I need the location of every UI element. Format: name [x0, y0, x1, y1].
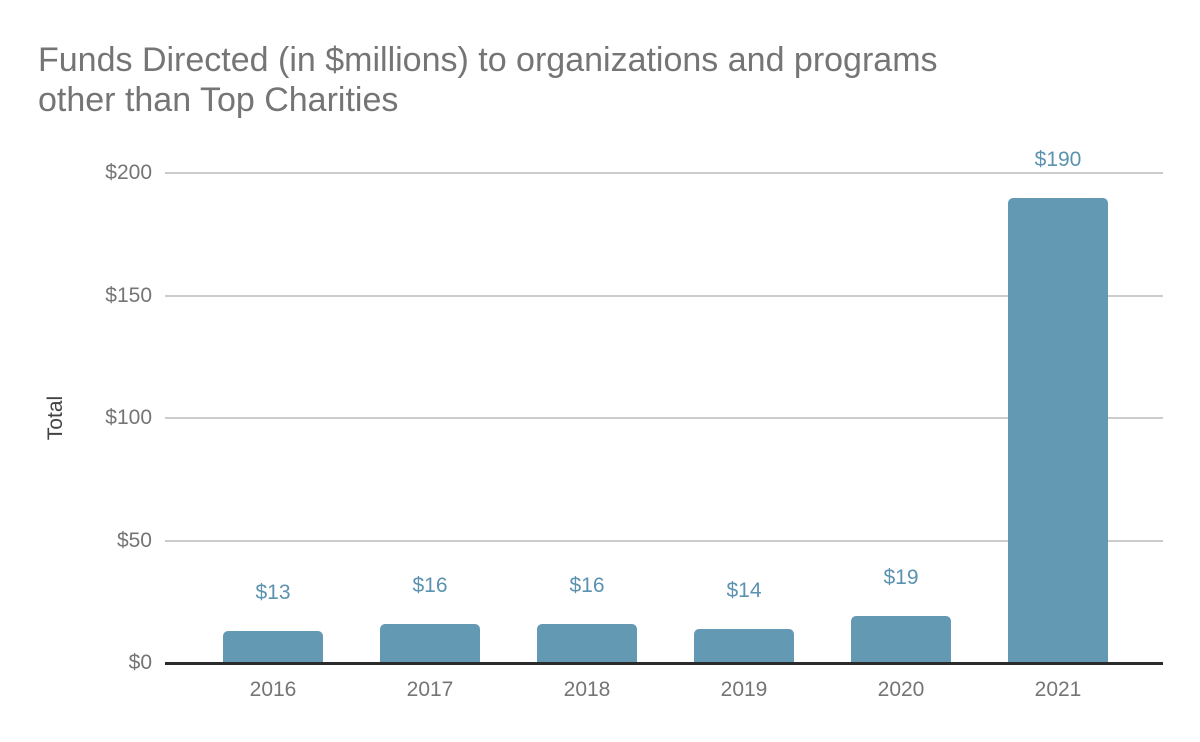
bar-value-label-2020: $19: [883, 566, 919, 590]
y-tick-label-4: $200: [105, 161, 152, 184]
bar-value-label-2018: $16: [569, 573, 605, 597]
bar-2021: [1008, 197, 1108, 663]
y-tick-label-0: $0: [128, 651, 152, 674]
chart-title-line-1: Funds Directed (in $millions) to organiz…: [38, 41, 938, 79]
x-axis-line: [165, 662, 1163, 665]
chart-title-line-2: other than Top Charities: [38, 81, 399, 119]
y-tick-label-2: $100: [105, 406, 152, 429]
x-tick-label-2019: 2019: [720, 678, 768, 701]
bar-2018: [537, 623, 637, 663]
chart-title: Funds Directed (in $millions) to organiz…: [38, 40, 1148, 120]
bar-value-label-2016: $13: [255, 581, 291, 605]
y-tick-label-1: $50: [116, 528, 152, 552]
bar-value-label-2019: $14: [726, 578, 762, 602]
x-tick-label-2017: 2017: [406, 678, 454, 701]
gridline-150: [165, 294, 1163, 297]
bar-2019: [694, 628, 794, 663]
x-tick-label-2018: 2018: [563, 678, 611, 701]
gridline-100: [165, 417, 1163, 419]
bar-2020: [851, 616, 951, 663]
x-tick-label-2016: 2016: [249, 678, 297, 701]
gridline-50: [165, 539, 1163, 542]
bar-value-label-2017: $16: [412, 573, 448, 597]
bar-2017: [380, 623, 480, 663]
x-tick-label-2021: 2021: [1034, 678, 1082, 701]
bar-2016: [223, 631, 323, 663]
gridline-200: [165, 172, 1163, 174]
x-tick-label-2020: 2020: [877, 678, 925, 701]
y-tick-label-3: $150: [105, 283, 152, 307]
bar-value-label-2021: $190: [1034, 147, 1082, 171]
